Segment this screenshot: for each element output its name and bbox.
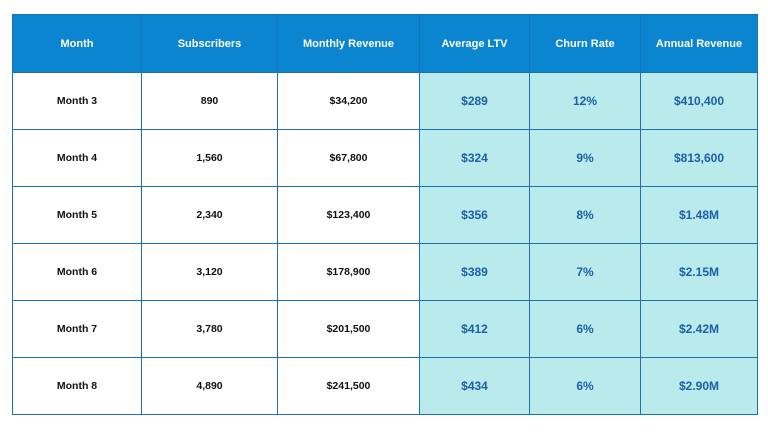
cell-churn-rate: 7%: [529, 243, 641, 301]
cell-month: Month 5: [12, 186, 142, 244]
metrics-table: Month Subscribers Monthly Revenue Averag…: [12, 14, 758, 415]
table-row: Month 4 1,560 $67,800 $324 9% $813,600: [12, 129, 758, 187]
cell-subscribers: 3,120: [141, 243, 278, 301]
table-row: Month 7 3,780 $201,500 $412 6% $2.42M: [12, 300, 758, 358]
cell-average-ltv: $324: [419, 129, 530, 187]
cell-average-ltv: $356: [419, 186, 530, 244]
cell-average-ltv: $289: [419, 72, 530, 130]
cell-annual-revenue: $1.48M: [640, 186, 758, 244]
cell-average-ltv: $389: [419, 243, 530, 301]
metrics-table-container: Month Subscribers Monthly Revenue Averag…: [12, 14, 758, 415]
cell-average-ltv: $434: [419, 357, 530, 415]
header-monthly-revenue: Monthly Revenue: [277, 14, 420, 73]
cell-churn-rate: 12%: [529, 72, 641, 130]
cell-subscribers: 2,340: [141, 186, 278, 244]
table-header: Month Subscribers Monthly Revenue Averag…: [12, 14, 758, 73]
cell-annual-revenue: $2.15M: [640, 243, 758, 301]
cell-annual-revenue: $2.90M: [640, 357, 758, 415]
cell-subscribers: 4,890: [141, 357, 278, 415]
cell-annual-revenue: $2.42M: [640, 300, 758, 358]
cell-monthly-revenue: $178,900: [277, 243, 420, 301]
cell-average-ltv: $412: [419, 300, 530, 358]
table-row: Month 8 4,890 $241,500 $434 6% $2.90M: [12, 357, 758, 415]
header-average-ltv: Average LTV: [419, 14, 530, 73]
cell-month: Month 7: [12, 300, 142, 358]
table-row: Month 3 890 $34,200 $289 12% $410,400: [12, 72, 758, 130]
header-row: Month Subscribers Monthly Revenue Averag…: [12, 14, 758, 73]
cell-annual-revenue: $813,600: [640, 129, 758, 187]
cell-month: Month 8: [12, 357, 142, 415]
header-churn-rate: Churn Rate: [529, 14, 641, 73]
cell-month: Month 3: [12, 72, 142, 130]
cell-annual-revenue: $410,400: [640, 72, 758, 130]
cell-churn-rate: 6%: [529, 357, 641, 415]
header-annual-revenue: Annual Revenue: [640, 14, 758, 73]
cell-churn-rate: 9%: [529, 129, 641, 187]
cell-monthly-revenue: $34,200: [277, 72, 420, 130]
cell-churn-rate: 6%: [529, 300, 641, 358]
cell-monthly-revenue: $123,400: [277, 186, 420, 244]
table-row: Month 6 3,120 $178,900 $389 7% $2.15M: [12, 243, 758, 301]
cell-monthly-revenue: $67,800: [277, 129, 420, 187]
table-body: Month 3 890 $34,200 $289 12% $410,400 Mo…: [12, 72, 758, 415]
header-subscribers: Subscribers: [141, 14, 278, 73]
cell-monthly-revenue: $241,500: [277, 357, 420, 415]
cell-month: Month 4: [12, 129, 142, 187]
header-month: Month: [12, 14, 142, 73]
cell-churn-rate: 8%: [529, 186, 641, 244]
cell-monthly-revenue: $201,500: [277, 300, 420, 358]
table-row: Month 5 2,340 $123,400 $356 8% $1.48M: [12, 186, 758, 244]
cell-subscribers: 1,560: [141, 129, 278, 187]
cell-subscribers: 3,780: [141, 300, 278, 358]
cell-subscribers: 890: [141, 72, 278, 130]
cell-month: Month 6: [12, 243, 142, 301]
